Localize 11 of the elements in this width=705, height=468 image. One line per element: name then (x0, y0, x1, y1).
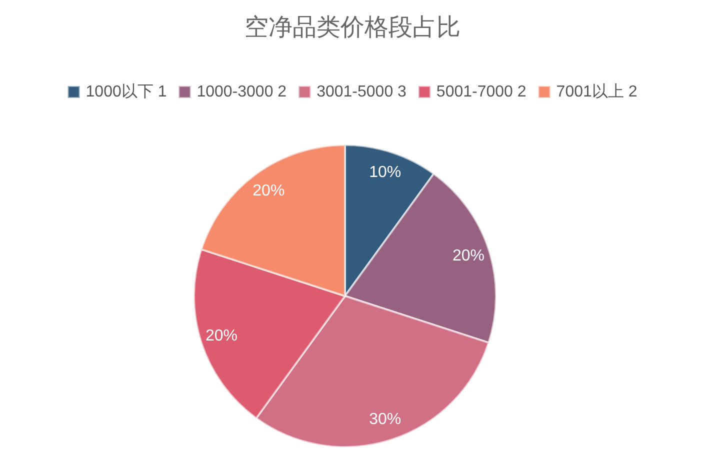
slice-label: 30% (369, 411, 402, 428)
slice-label: 10% (369, 164, 402, 181)
slice-label: 20% (452, 247, 485, 264)
legend-label: 3001-5000 3 (316, 84, 406, 100)
title: 空净品类价格段占比 (244, 14, 460, 41)
slice-label: 20% (205, 328, 238, 345)
legend-label: 1000以下 1 (86, 84, 167, 100)
legend-label: 7001以上 2 (556, 84, 638, 100)
legend-label: 1000-3000 2 (196, 84, 287, 100)
legend-label: 5001-7000 2 (436, 84, 526, 100)
slice-label: 20% (252, 182, 285, 200)
